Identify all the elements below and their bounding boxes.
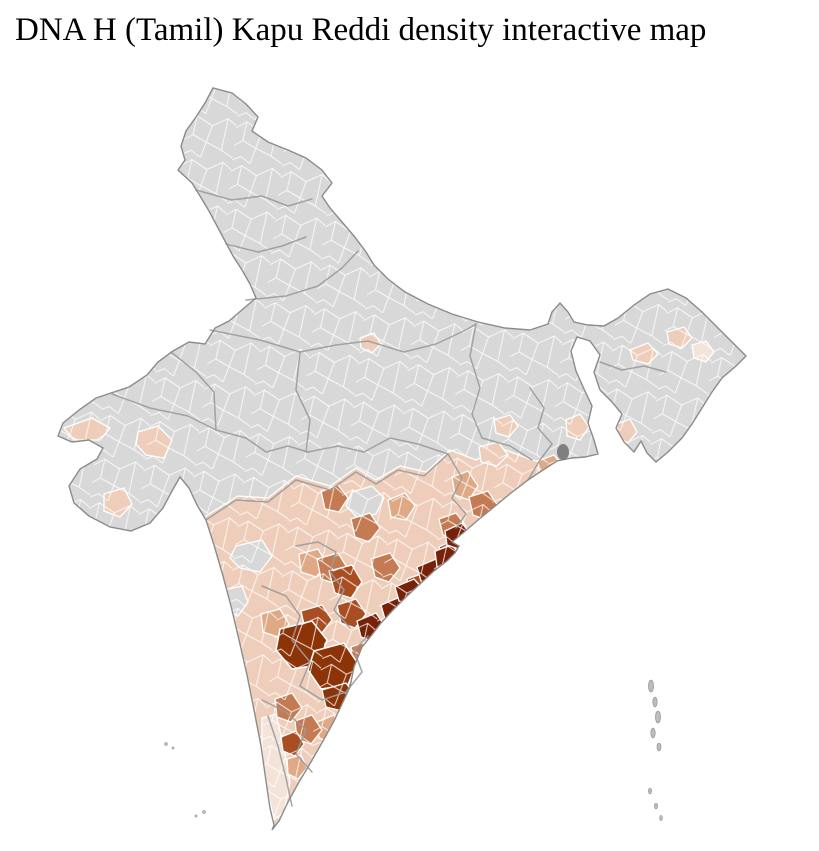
page-title: DNA H (Tamil) Kapu Reddi density interac… xyxy=(15,12,707,48)
state-border-line xyxy=(599,361,667,373)
island-shape[interactable] xyxy=(654,802,658,810)
island-shape[interactable] xyxy=(648,787,652,795)
state-border-line xyxy=(261,699,313,773)
state-border-line xyxy=(195,189,313,207)
state-border-line xyxy=(111,393,309,453)
state-border-line xyxy=(529,387,553,445)
state-border-line xyxy=(367,323,477,353)
state-border-line xyxy=(225,236,307,253)
island-shape[interactable] xyxy=(652,696,658,708)
state-border-line xyxy=(307,437,449,455)
district-mesh-overlay xyxy=(58,88,746,830)
state-border-line xyxy=(245,250,359,301)
island-shape[interactable] xyxy=(648,679,654,693)
island-shape[interactable] xyxy=(656,742,662,752)
state-border-line xyxy=(295,541,351,629)
state-border-line xyxy=(469,323,483,439)
state-borders xyxy=(111,189,667,807)
state-border-line xyxy=(321,635,369,701)
island-shape[interactable] xyxy=(171,746,175,750)
metro-district-marker[interactable] xyxy=(557,444,569,460)
island-shape[interactable] xyxy=(194,814,198,818)
district-region-level4[interactable] xyxy=(490,504,519,531)
state-border-line xyxy=(170,351,217,431)
state-border-line xyxy=(205,453,449,521)
state-border-line xyxy=(481,437,533,461)
state-border-line xyxy=(261,585,323,701)
island-shape[interactable] xyxy=(659,815,663,821)
state-border-line xyxy=(447,453,467,529)
island-shape[interactable] xyxy=(202,810,206,814)
state-border-line xyxy=(295,351,311,453)
state-border-line xyxy=(527,443,553,481)
island-shape[interactable] xyxy=(164,742,168,746)
island-shape[interactable] xyxy=(655,710,661,724)
island-shape[interactable] xyxy=(650,727,656,739)
andaman-nicobar-islands[interactable] xyxy=(648,679,663,821)
state-border-line xyxy=(267,715,293,807)
lakshadweep-islands[interactable] xyxy=(164,742,206,818)
